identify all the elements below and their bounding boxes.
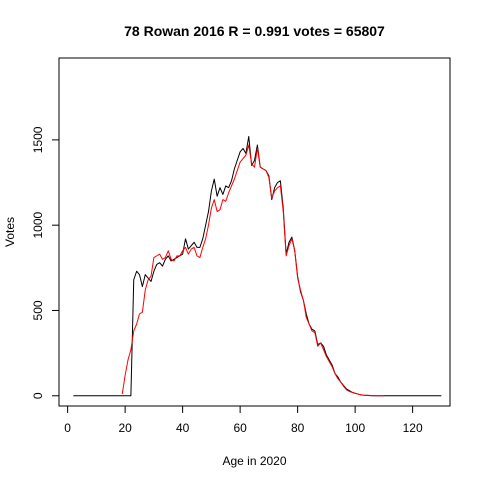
y-tick-label: 1000 (31, 212, 45, 239)
plot-frame (58, 57, 451, 407)
x-tick-label: 100 (345, 421, 365, 435)
series-lines (73, 135, 442, 397)
y-tick-label: 0 (31, 392, 45, 399)
y-tick-label: 500 (31, 300, 45, 320)
series-line-1 (73, 135, 442, 397)
series-line-2 (121, 144, 384, 397)
x-tick-label: 20 (118, 421, 132, 435)
x-tick-label: 60 (233, 421, 247, 435)
x-tick-label: 0 (64, 421, 71, 435)
y-tick-label: 1500 (31, 126, 45, 153)
x-tick-label: 80 (291, 421, 305, 435)
x-axis-label: Age in 2020 (222, 454, 286, 468)
x-tick-label: 40 (176, 421, 190, 435)
y-axis-label: Votes (3, 217, 17, 247)
chart-title: 78 Rowan 2016 R = 0.991 votes = 65807 (124, 23, 385, 39)
x-tick-label: 120 (403, 421, 423, 435)
y-axis: 0 500 1000 1500 (31, 126, 60, 399)
x-axis: 0 20 40 60 80 100 120 (64, 405, 423, 435)
